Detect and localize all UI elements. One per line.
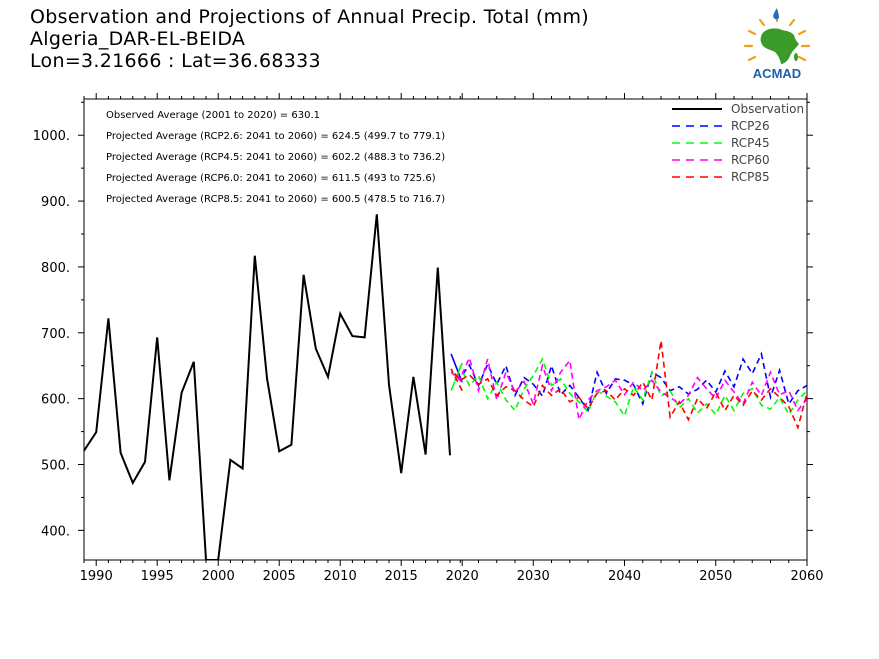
- y-tick-label: 600.: [41, 393, 70, 408]
- legend-label: RCP85: [731, 170, 770, 184]
- x-tick-label: 1995: [141, 569, 174, 584]
- series-line-rcp60: [450, 355, 807, 423]
- x-tick-label: 2020: [446, 569, 479, 584]
- x-tick-label: 2015: [385, 569, 418, 584]
- acmad-logo: ACMAD: [738, 6, 816, 82]
- plot-frame: [83, 98, 808, 561]
- y-tick-label: 700.: [41, 327, 70, 342]
- series-line-observation: [84, 214, 451, 560]
- x-tick-label: 1990: [80, 569, 113, 584]
- legend-label: Observation: [731, 102, 804, 116]
- legend-label: RCP60: [731, 153, 770, 167]
- x-tick-label: 2005: [263, 569, 296, 584]
- average-annotation: Projected Average (RCP4.5: 2041 to 2060)…: [106, 152, 445, 163]
- average-annotation: Projected Average (RCP2.6: 2041 to 2060)…: [106, 131, 445, 142]
- y-tick-label: 500.: [41, 459, 70, 474]
- station-coordinates: Lon=3.21666 : Lat=36.68333: [30, 50, 321, 72]
- chart-title: Observation and Projections of Annual Pr…: [30, 6, 589, 28]
- y-tick-label: 400.: [41, 524, 70, 539]
- x-tick-label: 2030: [517, 569, 550, 584]
- y-tick-label: 900.: [41, 195, 70, 210]
- x-tick-label: 2000: [202, 569, 235, 584]
- station-name: Algeria_DAR-EL-BEIDA: [30, 28, 246, 50]
- average-annotation: Projected Average (RCP6.0: 2041 to 2060)…: [106, 173, 436, 184]
- x-tick-label: 2050: [699, 569, 732, 584]
- logo-text: ACMAD: [753, 66, 801, 81]
- y-tick-label: 800.: [41, 261, 70, 276]
- africa-map-sun-icon: ACMAD: [743, 8, 811, 81]
- legend-label: RCP45: [731, 136, 770, 150]
- x-tick-label: 2060: [790, 569, 823, 584]
- average-annotation: Projected Average (RCP8.5: 2041 to 2060)…: [106, 194, 445, 205]
- legend-label: RCP26: [731, 119, 770, 133]
- series-line-rcp26: [450, 351, 807, 413]
- x-tick-label: 2010: [324, 569, 357, 584]
- average-annotation: Observed Average (2001 to 2020) = 630.1: [106, 110, 320, 121]
- chart-title-block: Observation and Projections of Annual Pr…: [30, 6, 589, 72]
- y-tick-label: 1000.: [33, 129, 70, 144]
- series-line-rcp85: [450, 340, 807, 431]
- x-tick-label: 2040: [608, 569, 641, 584]
